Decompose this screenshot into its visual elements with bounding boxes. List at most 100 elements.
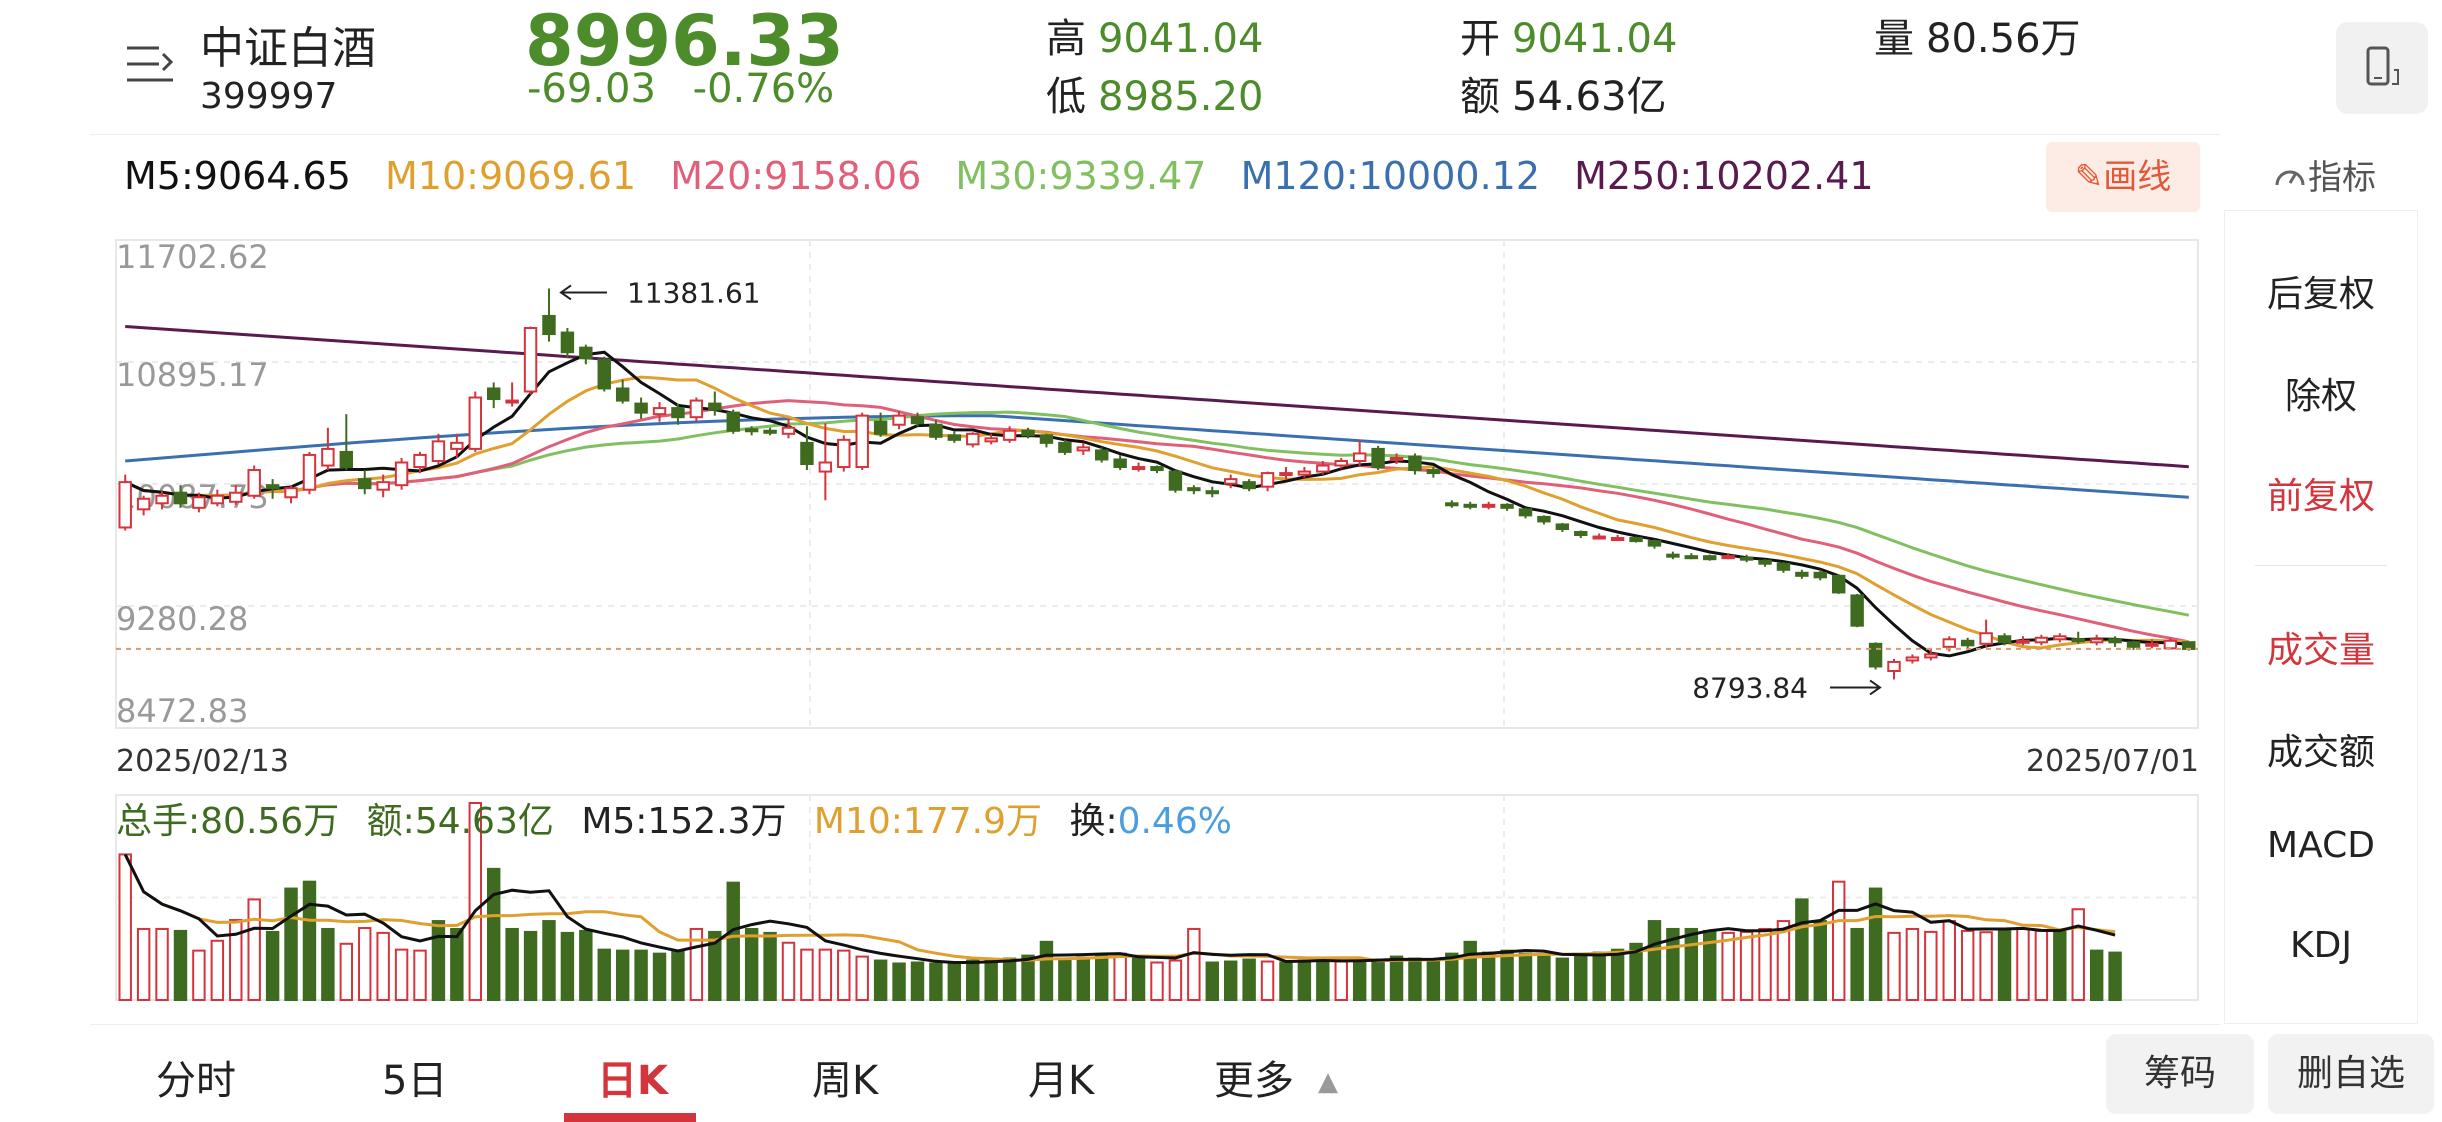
candle-body [1647,540,1662,547]
volume-bar [118,853,132,1001]
candle-body [173,491,188,505]
volume-bar [1297,959,1312,1002]
post-adjust-option[interactable]: 后复权 [2266,274,2375,315]
total-volume: 总手:80.56万 [116,801,340,842]
volume-bar [2089,949,2104,1001]
volume-bar [1002,957,1017,1001]
volume-bar [431,920,446,1001]
candle-body [1389,456,1404,461]
candle-body [1242,481,1256,490]
pre-adjust-option[interactable]: 前复权 [2266,476,2375,517]
ma20-value: M20:9158.06 [670,154,922,198]
volume-bar [929,962,943,1001]
volume-bar [394,948,409,1001]
amount-label: 额 [1460,74,1500,120]
volume-bar [247,898,261,1002]
tab-more-label: 更多 [1214,1058,1294,1104]
volume-bar [1850,927,1864,1001]
volume-bar [818,948,833,1001]
chart-options-panel: 后复权 除权 前复权 成交量 成交额 MACD KDJ [2224,210,2418,1024]
amount-stat: 额 54.63亿 [1460,64,1667,122]
price-tick-label: 8472.83 [116,692,248,730]
candle-body [1518,508,1533,517]
remove-watchlist-button[interactable]: 删自选 [2268,1034,2434,1114]
tab-5day[interactable]: 5日 [382,1058,448,1104]
vol-ma10: M10:177.9万 [813,801,1042,842]
candle-body [1703,555,1717,561]
candle-body [2089,638,2104,644]
panel-divider [2255,565,2387,566]
indicator-button[interactable]: 指标 [2272,150,2376,199]
candle-body [431,440,446,462]
volume-bar [781,941,796,1001]
volume-bar [2053,930,2067,1002]
macd-option[interactable]: MACD [2267,825,2375,866]
chips-button[interactable]: 筹码 [2106,1034,2254,1114]
candle-body [1408,455,1422,472]
tab-daily-k[interactable]: 日K [597,1058,668,1104]
candle-body [2108,638,2122,644]
candle-body [413,453,427,469]
volume-bar [1279,961,1293,1001]
volume-bar [947,961,962,1001]
candle-body [2126,641,2141,648]
ma10-line [124,375,2189,650]
candle-body [1481,503,1496,508]
tab-monthly-k[interactable]: 月K [1028,1058,1095,1104]
volume-bar [1942,920,1956,1001]
volume-option[interactable]: 成交量 [2266,630,2375,671]
candle-body [284,487,298,499]
tab-intraday[interactable]: 分时 [156,1058,236,1104]
volume-bar [1887,931,1901,1002]
candle-body [302,453,317,491]
candle-body [2053,635,2067,641]
candle-body [1076,446,1091,452]
candle-body [192,496,206,509]
candle-body [1279,472,1293,477]
candle-body [486,387,501,401]
candle-body [1352,452,1367,462]
candle-body [1776,562,1791,571]
candle-body [1610,537,1625,542]
landscape-toggle-button[interactable] [2336,22,2428,114]
volume-bar [615,949,630,1001]
draw-line-button[interactable]: ✎画线 [2046,142,2200,212]
menu-icon[interactable] [125,40,175,88]
max-price-label: 11381.61 [627,276,761,309]
ma30-value: M30:9339.47 [955,154,1207,198]
start-date-label: 2025/02/13 [116,744,289,779]
candle-body [1629,537,1643,543]
candle-body [1795,571,1809,577]
ex-rights-option[interactable]: 除权 [2284,376,2357,417]
candle-body [1131,466,1146,471]
tab-more[interactable]: 更多 ▲ [1214,1048,1338,1106]
candle-body [1445,502,1459,507]
candle-body [1684,555,1699,560]
candle-body [966,432,980,446]
volume-bar [1352,959,1367,1002]
candle-body [634,402,648,414]
volume-bar [1021,954,1035,1001]
candle-body [1223,478,1238,485]
moving-average-lines [124,325,2190,658]
candle-body [1187,487,1201,492]
volume-label: 量 [1874,16,1914,62]
candle-body [781,426,796,435]
candle-body [1500,503,1514,509]
ma250-value: M250:10202.41 [1574,154,1874,198]
turnover-amount-option[interactable]: 成交额 [2266,732,2375,773]
ma10-value: M10:9069.61 [385,154,637,198]
volume-bar [321,927,335,1001]
volume-bar [689,927,704,1001]
candle-body [1960,639,1975,647]
draw-line-label: 画线 [2103,157,2172,197]
volume-bar [1187,927,1201,1001]
volume-bar [1868,887,1883,1001]
ma20-line [124,399,2190,644]
kdj-option[interactable]: KDJ [2290,925,2352,966]
high-stat: 高 9041.04 [1046,6,1263,64]
candle-body [210,494,225,505]
tab-weekly-k[interactable]: 周K [812,1058,879,1104]
open-label: 开 [1460,16,1500,62]
